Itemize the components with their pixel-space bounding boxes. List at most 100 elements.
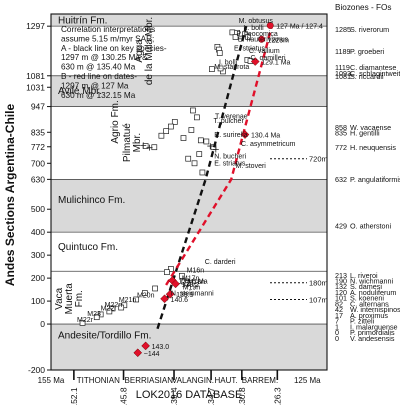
fossil-point <box>141 290 148 296</box>
biozone-depth: 132 <box>335 282 347 291</box>
biozone-depth: 7 <box>335 317 339 326</box>
species-label: N. steinmanni <box>171 290 214 297</box>
species-label: M. stoveri <box>236 163 267 170</box>
species-label: C. oamilleri <box>251 55 286 62</box>
dated-sample-label: 127 Ma / 127.4 <box>276 23 323 30</box>
legend-text: assume 5.15 m/myr SAR; <box>61 34 154 43</box>
dated-sample <box>258 35 265 43</box>
y-tick-label: -200 <box>28 365 45 375</box>
species-label: C. darderi <box>205 259 236 266</box>
species-label: M. staurota <box>214 64 249 71</box>
biozone-depth: 632 <box>335 175 347 184</box>
biozone-depth: 1189 <box>335 47 350 56</box>
species-label: R. surirella <box>214 132 248 139</box>
fossil-point <box>79 320 86 326</box>
unit-label: Quintuco Fm. <box>58 242 118 253</box>
biozone-depth: 1119 <box>335 63 350 72</box>
biozone-taxon: P. zitteli <box>350 317 375 326</box>
dated-sample <box>240 130 250 139</box>
fossil-point <box>185 155 192 162</box>
y-tick-label: 947 <box>31 102 45 112</box>
dated-sample <box>160 294 169 304</box>
depth-marker-label: 107m <box>309 295 328 304</box>
legend-text: 630 m @ 132.15 Ma <box>61 91 136 100</box>
biozone-depth: 772 <box>335 143 347 152</box>
y-tick-label: 200 <box>31 273 45 283</box>
dated-sample <box>250 57 260 66</box>
x-stage-label: BARREM. <box>242 376 278 385</box>
fossil-point <box>171 119 178 125</box>
fossil-point <box>179 272 185 279</box>
biozone-taxon: C. alternans <box>350 299 389 308</box>
unit-label: Muerta <box>64 283 75 315</box>
dated-sample <box>171 279 180 289</box>
fossil-point <box>118 304 125 311</box>
x-stage-label: 155 Ma <box>38 376 65 385</box>
biozone-depth: 0 <box>335 334 339 343</box>
species-label: E. striatus <box>214 161 246 168</box>
fossil-point <box>106 308 113 315</box>
biozone-depth: 1081 <box>335 72 351 81</box>
fossil-point <box>109 305 116 312</box>
x-stage-label: 125 Ma <box>294 376 321 385</box>
y-tick-label: 400 <box>31 227 45 237</box>
cross-marker <box>140 142 147 149</box>
fossil-point <box>163 128 169 134</box>
y-tick-label: 772 <box>31 142 45 152</box>
y-tick-label: 0 <box>40 319 45 329</box>
fossil-point <box>197 137 204 144</box>
y-tick-label: 1031 <box>26 82 45 92</box>
fossil-point <box>232 34 239 40</box>
biozone-depth: 429 <box>335 222 347 231</box>
biozone-depth: 1 <box>335 322 339 331</box>
x-stage-label: TITHONIAN <box>77 376 120 385</box>
legend-text: B - red line on dates- <box>61 72 137 81</box>
biozone-depth: 17 <box>335 311 343 320</box>
fossil-point <box>209 66 215 72</box>
unit-label: Andesite/Tordillo Fm. <box>58 331 151 342</box>
biozone-depth: 120 <box>335 288 347 297</box>
cross-marker <box>207 143 214 150</box>
species-label: T. verenae <box>215 114 248 121</box>
species-label: N. bucheri <box>214 154 246 161</box>
depth-marker-label: 720m <box>309 155 328 164</box>
y-tick-label: 1081 <box>26 71 45 81</box>
dated-sample <box>165 289 175 299</box>
biozone-taxon: O. atherstoni <box>350 222 392 231</box>
fossil-point <box>184 280 191 287</box>
x-tick-label: 139.4 <box>169 387 179 405</box>
fossil-point <box>93 314 100 321</box>
fossil-point <box>199 169 206 176</box>
x-tick-label: 145.8 <box>119 387 129 405</box>
legend-text: A - black line on key species- <box>61 44 167 53</box>
dated-sample <box>133 348 143 358</box>
y-tick-label: 700 <box>31 158 45 168</box>
unit-label: Agrio Fm. <box>110 100 121 143</box>
species-label: M22r <box>101 305 118 312</box>
fossil-point <box>168 123 174 130</box>
dated-sample <box>141 341 150 351</box>
biozone-taxon: W. vacaense <box>350 123 391 132</box>
biozone-taxon: L. riveroi <box>350 271 378 280</box>
unit-label: Huitrín Fm. <box>58 15 107 26</box>
biozone-depth: 190 <box>335 276 347 285</box>
species-label: M22n <box>105 302 123 309</box>
dated-sample-label: 139.6 Ma <box>178 278 207 285</box>
dated-sample-label: 129.1 Ma <box>261 60 290 67</box>
y-tick-label: 100 <box>31 296 45 306</box>
dated-sample-label: 139.2 <box>182 282 200 289</box>
fossil-point <box>194 114 200 121</box>
y-tick-label: 835 <box>31 127 45 137</box>
biozone-depth: 1285 <box>335 25 351 34</box>
species-label: M18n <box>187 279 205 286</box>
x-stage-label: BERRIASIAN <box>125 376 174 385</box>
species-label: L. bolli <box>243 25 264 32</box>
fossil-point <box>203 138 210 145</box>
fossil-point <box>217 65 224 72</box>
biozone-taxon: P. primordialis <box>350 328 395 337</box>
fossil-point <box>151 144 158 151</box>
biozone-depth: 858 <box>335 123 347 132</box>
x-stage-label: HAUT. <box>215 376 238 385</box>
biozone-depth: 835 <box>335 128 347 137</box>
